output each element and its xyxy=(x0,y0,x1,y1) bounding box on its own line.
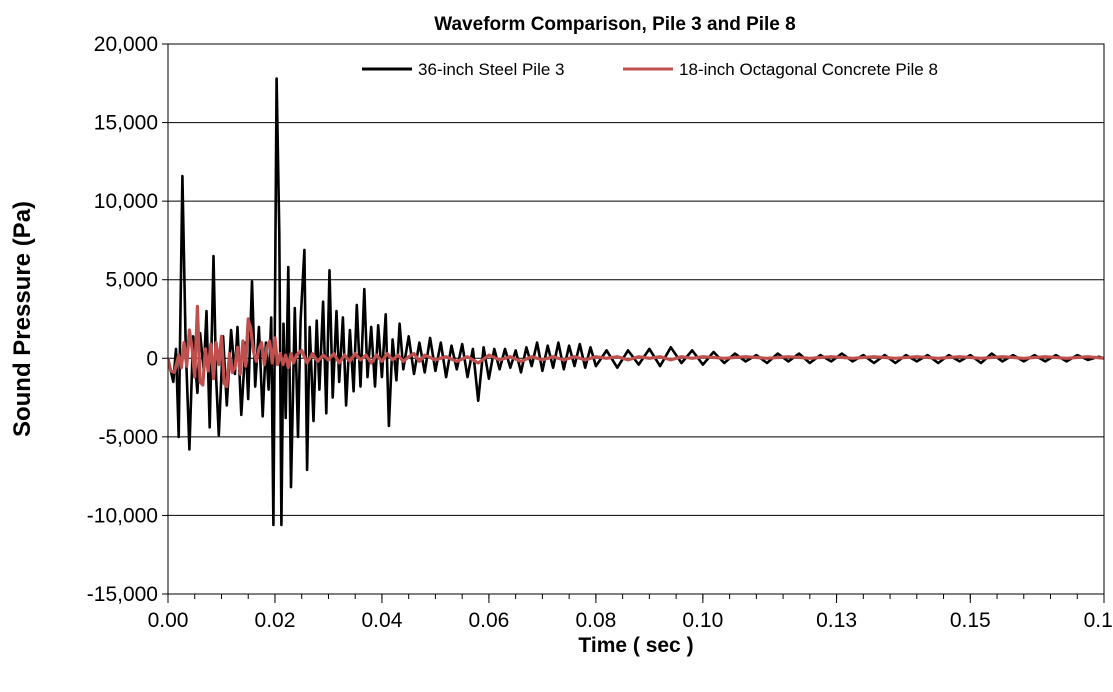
grid-lines xyxy=(168,43,1104,595)
chart-title: Waveform Comparison, Pile 3 and Pile 8 xyxy=(434,14,795,35)
plot-area-frame xyxy=(167,43,1105,595)
x-tick-label: 0.10 xyxy=(682,609,723,632)
y-tick-label: 5,000 xyxy=(105,269,158,292)
x-tick-label: 0.15 xyxy=(950,609,991,632)
y-axis-label: Sound Pressure (Pa) xyxy=(9,201,36,437)
legend: 36-inch Steel Pile 3 18-inch Octagonal C… xyxy=(362,60,938,79)
series-concrete-pile-8-line xyxy=(168,304,1104,389)
y-tick-label: -5,000 xyxy=(98,426,158,449)
series-layer xyxy=(168,77,1104,527)
x-axis-label: Time ( sec ) xyxy=(578,634,693,657)
y-tick-label: -10,000 xyxy=(87,504,158,527)
x-axis-ticks: 0.00 0.02 0.04 0.06 0.08 0.10 0.13 0.15 0.17 xyxy=(148,594,1113,632)
legend-label-concrete-pile-8: 18-inch Octagonal Concrete Pile 8 xyxy=(679,60,938,79)
y-tick-label: 0 xyxy=(146,347,158,370)
x-tick-label: 0.17 xyxy=(1084,609,1113,632)
legend-label-steel-pile-3: 36-inch Steel Pile 3 xyxy=(418,60,564,79)
y-tick-label: 20,000 xyxy=(94,33,158,56)
y-tick-label: -15,000 xyxy=(87,583,158,606)
x-tick-label: 0.06 xyxy=(468,609,509,632)
x-tick-label: 0.00 xyxy=(148,609,189,632)
y-tick-label: 15,000 xyxy=(94,112,158,135)
x-tick-label: 0.08 xyxy=(575,609,616,632)
x-tick-label: 0.02 xyxy=(255,609,296,632)
series-steel-pile-3-line xyxy=(168,77,1104,527)
x-tick-label: 0.04 xyxy=(362,609,403,632)
x-tick-label: 0.13 xyxy=(816,609,857,632)
y-tick-label: 10,000 xyxy=(94,190,158,213)
y-axis-ticks: 20,000 15,000 10,000 5,000 0 -5,000 -10,000 -15… xyxy=(87,33,168,606)
